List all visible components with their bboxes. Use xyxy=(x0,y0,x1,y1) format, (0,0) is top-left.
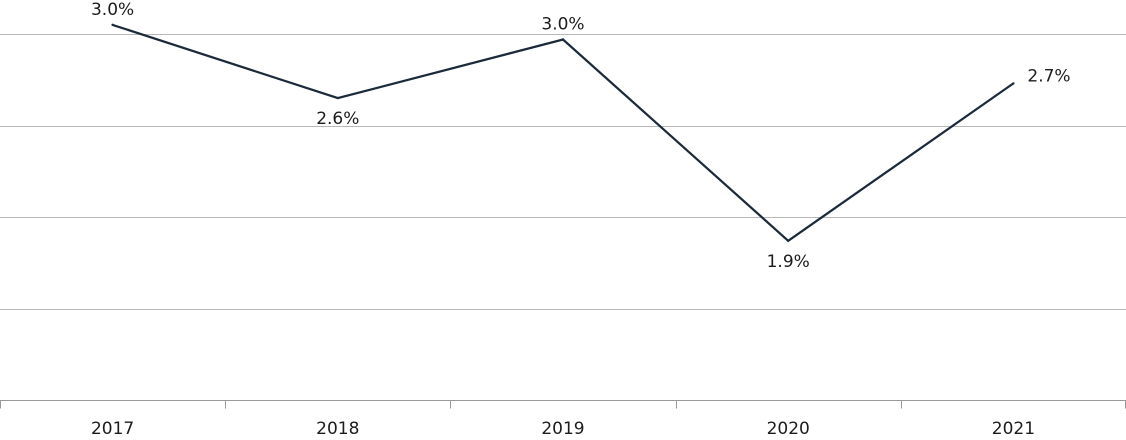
x-tick-label-2017: 2017 xyxy=(91,419,134,439)
series-line-0 xyxy=(112,23,1015,243)
data-label-2021: 2.7% xyxy=(1027,66,1070,86)
x-tick-label-2020: 2020 xyxy=(767,419,810,439)
data-label-2020: 1.9% xyxy=(767,252,810,272)
gridlines xyxy=(0,34,1126,310)
data-point-2019 xyxy=(561,38,565,41)
data-label-2018: 2.6% xyxy=(316,109,359,129)
data-label-2017: 3.0% xyxy=(91,0,134,20)
x-tick-label-2018: 2018 xyxy=(316,419,359,439)
x-tick-label-2021: 2021 xyxy=(992,419,1035,439)
data-labels: 3.0% 2.6% 3.0% 1.9% 2.7% xyxy=(91,0,1071,272)
data-point-2021 xyxy=(1012,82,1015,85)
series-layer xyxy=(111,23,1015,243)
data-point-2018 xyxy=(336,96,339,100)
data-point-2017 xyxy=(111,23,114,27)
x-axis: 2017 2018 2019 2020 2021 xyxy=(0,400,1126,439)
data-label-2019: 3.0% xyxy=(541,14,584,34)
data-point-2020 xyxy=(787,239,790,242)
x-tick-label-2019: 2019 xyxy=(541,419,584,439)
